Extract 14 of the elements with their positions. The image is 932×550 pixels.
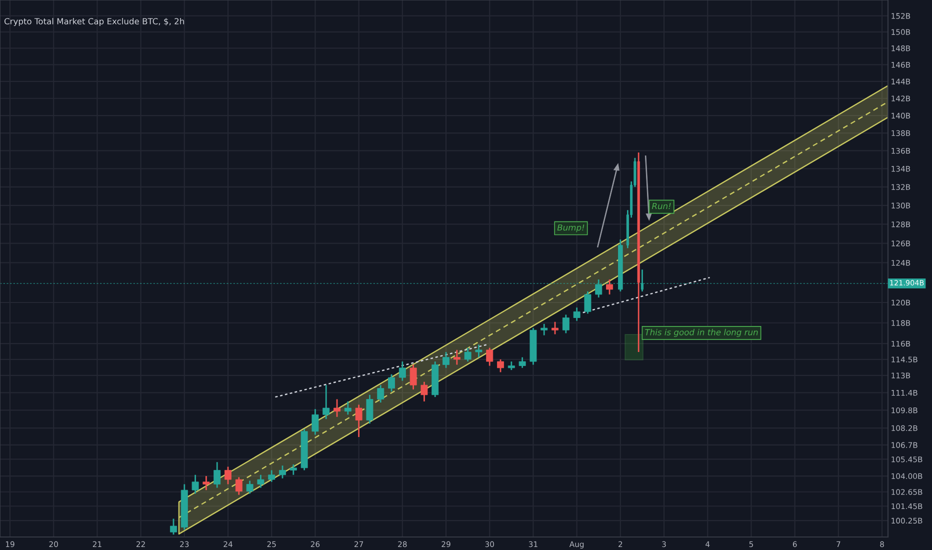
text: Crypto Total Market Cap Exclude BTC, $, 2h	[4, 18, 184, 26]
candlestick	[170, 518, 177, 536]
annotation: Bump!	[557, 224, 584, 232]
candlestick	[475, 344, 482, 358]
candlestick	[518, 356, 526, 369]
annotation: This is good in the long run	[645, 328, 758, 337]
candlestick	[257, 474, 264, 488]
annotation: Run!	[652, 202, 671, 210]
candlestick	[334, 398, 340, 418]
candlestick	[202, 475, 210, 491]
candlestick	[606, 278, 613, 296]
candlestick	[540, 323, 548, 336]
candlestick	[552, 321, 558, 335]
candlestick	[192, 474, 199, 494]
